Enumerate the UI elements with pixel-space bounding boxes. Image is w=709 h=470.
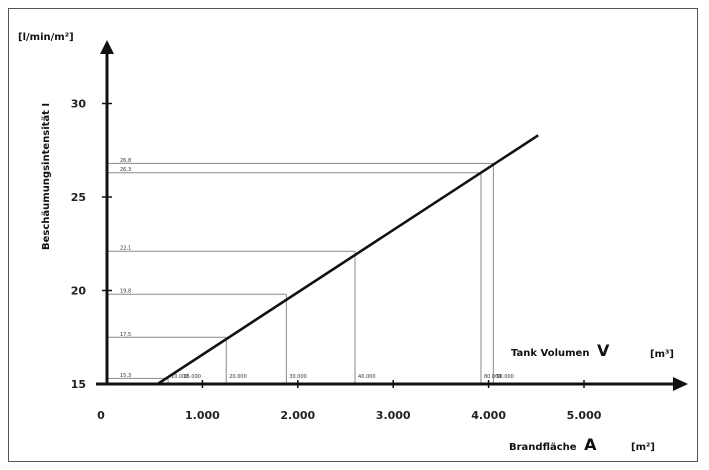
guide-lines: [107, 162, 494, 384]
volume-marker-label: 80.000: [484, 374, 502, 380]
volume-marker-label: 15.000: [183, 374, 201, 380]
volume-axis-label: Tank Volumen V: [511, 341, 610, 360]
chart-frame: [8, 8, 698, 462]
volume-label-var: V: [597, 341, 610, 360]
x-tick-label: 3.000: [376, 409, 411, 422]
volume-marker-label: 90.000: [496, 374, 514, 380]
intensity-marker-label: 22,1: [120, 246, 131, 252]
x-tick-label: 5.000: [567, 409, 602, 422]
area-unit-label: [m²]: [631, 442, 655, 453]
intensity-marker-label: 15,3: [120, 373, 131, 379]
intensity-marker-label: 26,3: [120, 167, 131, 173]
y-tick-label: 15: [71, 378, 86, 391]
volume-label-prefix: Tank Volumen: [511, 348, 589, 359]
y-axis-arrow: [100, 40, 114, 54]
area-label-prefix: Brandfläche: [509, 442, 577, 453]
x-axis-arrow: [673, 377, 688, 391]
y-tick-label: 25: [71, 191, 86, 204]
x-tick-label: 1.000: [185, 409, 220, 422]
tick-labels: 15 20 25 30 0 1.000 2.000 3.000 4.000 5.000 15,3 10…: [71, 98, 602, 423]
y-unit-label: [l/min/m²]: [18, 32, 74, 43]
volume-marker-label: 20.000: [229, 374, 247, 380]
x-tick-label: 0: [97, 409, 105, 422]
data-line: [156, 134, 539, 386]
area-label-var: A: [584, 435, 597, 454]
x-tick-label: 2.000: [280, 409, 315, 422]
y-tick-label: 30: [71, 98, 87, 111]
intensity-marker-label: 26,8: [120, 158, 131, 164]
y-tick-label: 20: [71, 285, 87, 298]
intensity-line: [156, 134, 539, 386]
volume-marker-label: 30.000: [289, 374, 307, 380]
volume-marker-label: 40.000: [358, 374, 376, 380]
intensity-marker-label: 17,5: [120, 332, 131, 338]
y-axis-title: Beschäumungsintensität I: [41, 103, 52, 250]
x-tick-label: 4.000: [471, 409, 506, 422]
intensity-marker-label: 19,8: [120, 289, 131, 295]
axes: [96, 40, 688, 391]
volume-marker-label: 10.000: [171, 374, 189, 380]
area-axis-label: Brandfläche A: [509, 435, 597, 454]
volume-unit-label: [m³]: [650, 349, 674, 360]
